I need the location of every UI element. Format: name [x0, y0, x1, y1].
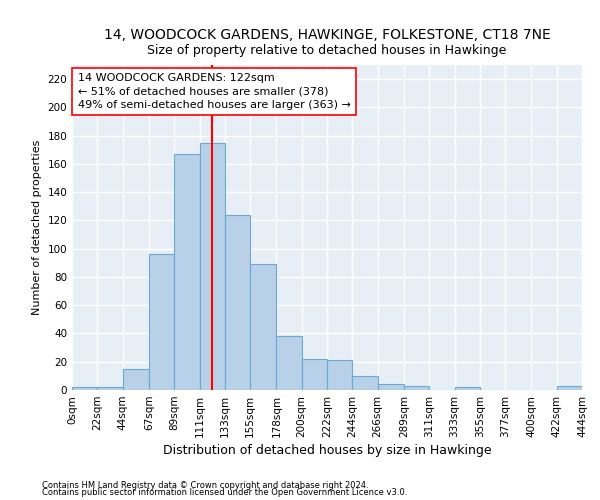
- Bar: [327, 360, 352, 390]
- Bar: [174, 154, 199, 390]
- Title: 14, WOODCOCK GARDENS, HAWKINGE, FOLKESTONE, CT18 7NE: 14, WOODCOCK GARDENS, HAWKINGE, FOLKESTO…: [104, 28, 550, 42]
- Bar: [455, 387, 480, 390]
- Text: 14 WOODCOCK GARDENS: 122sqm
← 51% of detached houses are smaller (378)
49% of se: 14 WOODCOCK GARDENS: 122sqm ← 51% of det…: [78, 74, 350, 110]
- Bar: [225, 215, 250, 390]
- Bar: [97, 387, 122, 390]
- Text: Contains HM Land Registry data © Crown copyright and database right 2024.: Contains HM Land Registry data © Crown c…: [42, 480, 368, 490]
- Text: Contains public sector information licensed under the Open Government Licence v3: Contains public sector information licen…: [42, 488, 407, 497]
- Bar: [122, 369, 149, 390]
- Bar: [352, 376, 377, 390]
- Bar: [250, 264, 277, 390]
- Bar: [149, 254, 174, 390]
- Bar: [404, 386, 429, 390]
- Bar: [302, 359, 327, 390]
- X-axis label: Distribution of detached houses by size in Hawkinge: Distribution of detached houses by size …: [163, 444, 491, 457]
- Bar: [199, 142, 225, 390]
- Bar: [557, 386, 582, 390]
- Y-axis label: Number of detached properties: Number of detached properties: [32, 140, 42, 315]
- Bar: [72, 387, 97, 390]
- Bar: [377, 384, 404, 390]
- Bar: [277, 336, 302, 390]
- Text: Size of property relative to detached houses in Hawkinge: Size of property relative to detached ho…: [148, 44, 506, 57]
